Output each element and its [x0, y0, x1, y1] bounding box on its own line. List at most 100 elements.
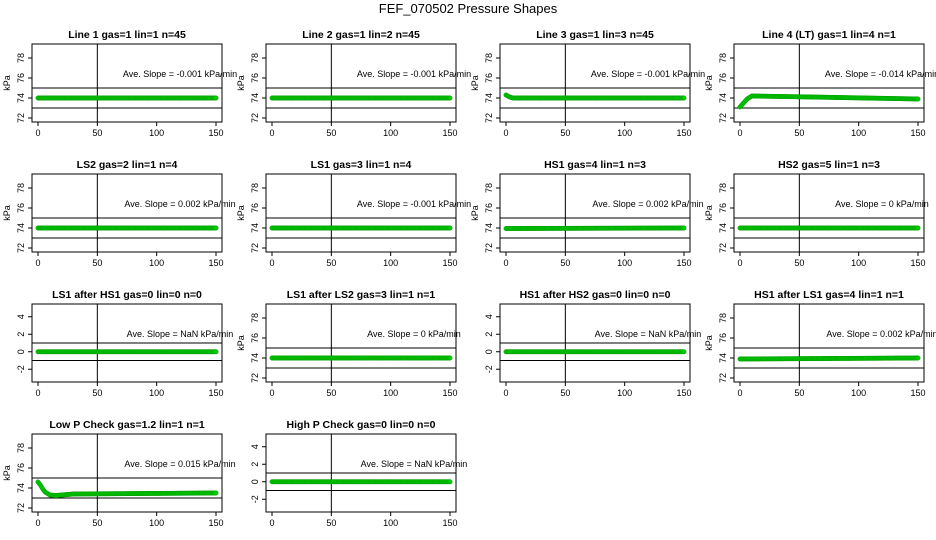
y-tick-label: 76	[718, 333, 728, 343]
data-points	[35, 225, 219, 231]
y-axis-label: kPa	[704, 205, 714, 221]
y-tick-label: 0	[16, 349, 26, 354]
y-tick-label: 0	[250, 479, 260, 484]
chart-title: Low P Check gas=1.2 lin=1 n=1	[49, 419, 204, 431]
slope-annotation: Ave. Slope = 0 kPa/min	[835, 199, 929, 209]
x-tick-label: 50	[326, 388, 336, 398]
data-points	[35, 95, 219, 101]
y-tick-label: 76	[718, 73, 728, 83]
chart-panel: Line 3 gas=1 lin=3 n=45 0 50 100 150 72 74 76 78…	[470, 29, 705, 138]
y-axis-label: kPa	[236, 335, 246, 351]
y-tick-label: 72	[484, 113, 494, 123]
x-tick-label: 50	[794, 388, 804, 398]
x-tick-label: 150	[910, 388, 925, 398]
x-tick-label: 100	[383, 388, 398, 398]
data-points	[737, 355, 921, 362]
y-axis-label: kPa	[236, 205, 246, 221]
x-tick-label: 150	[442, 128, 457, 138]
x-tick-label: 150	[208, 258, 223, 268]
y-tick-label: 76	[16, 73, 26, 83]
y-tick-label: 0	[484, 349, 494, 354]
y-axis-label: kPa	[2, 465, 12, 481]
data-points	[35, 349, 219, 355]
chart-title: LS1 after HS1 gas=0 lin=0 n=0	[52, 289, 202, 301]
x-tick-label: 150	[442, 258, 457, 268]
y-tick-label: 74	[718, 353, 728, 363]
x-tick-label: 0	[35, 128, 40, 138]
x-tick-label: 150	[910, 128, 925, 138]
y-tick-label: 4	[484, 314, 494, 319]
slope-annotation: Ave. Slope = 0.002 kPa/min	[124, 199, 235, 209]
y-tick-label: 72	[250, 243, 260, 253]
page-title: FEF_070502 Pressure Shapes	[378, 1, 558, 16]
chart-title: LS1 gas=3 lin=1 n=4	[311, 159, 412, 171]
y-tick-label: 78	[16, 443, 26, 453]
y-tick-label: 74	[16, 483, 26, 493]
x-tick-label: 50	[92, 388, 102, 398]
y-tick-label: 74	[250, 93, 260, 103]
y-axis-label: kPa	[470, 205, 480, 221]
x-tick-label: 0	[503, 388, 508, 398]
y-axis-label: kPa	[2, 205, 12, 221]
x-tick-label: 150	[442, 518, 457, 528]
slope-annotation: Ave. Slope = 0 kPa/min	[367, 329, 461, 339]
y-tick-label: 72	[718, 243, 728, 253]
data-point	[681, 349, 687, 355]
plot-frame	[265, 173, 457, 253]
y-axis-label: kPa	[236, 75, 246, 91]
chart-panel: Low P Check gas=1.2 lin=1 n=1 0 50 100 150 72…	[2, 419, 236, 528]
y-axis-label: kPa	[704, 75, 714, 91]
y-tick-label: 72	[16, 503, 26, 513]
data-point	[213, 490, 219, 496]
x-tick-label: 0	[503, 128, 508, 138]
x-tick-label: 100	[851, 128, 866, 138]
chart-panel: HS1 after HS2 gas=0 lin=0 n=0 0 50 100 150 -2…	[484, 289, 701, 398]
x-tick-label: 100	[149, 258, 164, 268]
chart-panel: Line 2 gas=1 lin=2 n=45 0 50 100 150 72 74 76 78…	[236, 29, 471, 138]
data-point	[447, 225, 453, 231]
slope-annotation: Ave. Slope = NaN kPa/min	[127, 329, 234, 339]
x-tick-label: 100	[149, 518, 164, 528]
x-tick-label: 0	[737, 128, 742, 138]
y-tick-label: 74	[718, 223, 728, 233]
chart-panel: HS1 gas=4 lin=1 n=3 0 50 100 150 72 74 76 78 kPa A…	[470, 159, 704, 268]
x-tick-label: 50	[794, 258, 804, 268]
plot-frame	[733, 303, 925, 383]
slope-annotation: Ave. Slope = -0.014 kPa/min	[825, 69, 936, 79]
x-tick-label: 50	[560, 258, 570, 268]
data-point	[213, 225, 219, 231]
x-tick-label: 50	[560, 128, 570, 138]
chart-title: HS1 after HS2 gas=0 lin=0 n=0	[520, 289, 671, 301]
y-tick-label: 78	[718, 53, 728, 63]
y-tick-label: 78	[718, 313, 728, 323]
x-tick-label: 150	[208, 388, 223, 398]
x-tick-label: 0	[737, 388, 742, 398]
y-axis-label: kPa	[2, 75, 12, 91]
y-tick-label: -2	[484, 365, 494, 373]
data-points	[269, 95, 453, 101]
chart-panel: LS1 gas=3 lin=1 n=4 0 50 100 150 72 74 76 78 kPa A…	[236, 159, 471, 268]
y-tick-label: 2	[250, 462, 260, 467]
chart-title: LS1 after LS2 gas=3 lin=1 n=1	[287, 289, 436, 301]
x-tick-label: 0	[737, 258, 742, 268]
x-tick-label: 100	[383, 128, 398, 138]
y-tick-label: 76	[250, 333, 260, 343]
y-tick-label: 72	[16, 113, 26, 123]
x-tick-label: 50	[560, 388, 570, 398]
data-points	[503, 92, 687, 101]
data-point	[447, 95, 453, 101]
x-tick-label: 50	[92, 128, 102, 138]
chart-title: HS1 after LS1 gas=4 lin=1 n=1	[754, 289, 904, 301]
chart-title: Line 1 gas=1 lin=1 n=45	[68, 29, 186, 41]
y-tick-label: 72	[484, 243, 494, 253]
y-tick-label: 78	[16, 183, 26, 193]
data-point	[681, 95, 687, 101]
y-tick-label: 78	[484, 183, 494, 193]
x-tick-label: 50	[794, 128, 804, 138]
x-tick-label: 100	[617, 258, 632, 268]
y-tick-label: 4	[250, 444, 260, 449]
x-tick-label: 0	[269, 258, 274, 268]
y-tick-label: 2	[16, 332, 26, 337]
data-point	[915, 96, 921, 102]
